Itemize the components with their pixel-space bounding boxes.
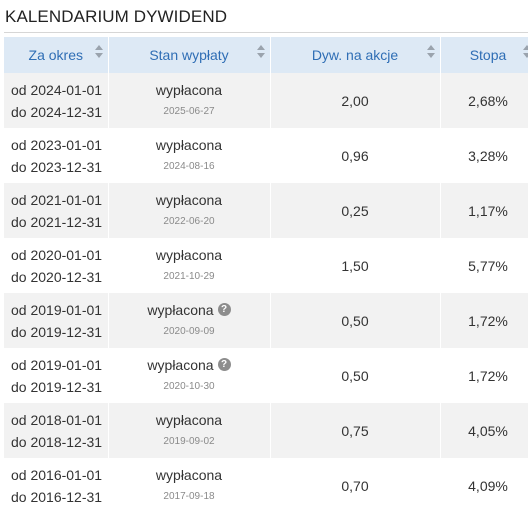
column-header-yield[interactable]: Stopa: [440, 37, 528, 73]
payout-status: wypłacona: [156, 412, 222, 428]
period-from: od 2019-01-01: [11, 299, 108, 321]
title-divider: [4, 32, 528, 33]
yield-cell: 3,28%: [440, 128, 528, 183]
status-cell: wypłacona 2025-06-27: [108, 73, 270, 128]
period-from: od 2020-01-01: [11, 244, 108, 266]
period-from: od 2019-01-01: [11, 354, 108, 376]
column-header-period[interactable]: Za okres: [4, 37, 108, 73]
yield-cell: 1,17%: [440, 183, 528, 238]
dividend-per-share-cell: 0,25: [270, 183, 440, 238]
widget-title: KALENDARIUM DYWIDEND: [5, 7, 227, 27]
payout-date: 2025-06-27: [109, 104, 270, 120]
column-header-label: Stan wypłaty: [149, 47, 228, 63]
status-cell: wypłacona 2024-08-16: [108, 128, 270, 183]
status-cell: wypłacona 2019-09-02: [108, 403, 270, 458]
period-from: od 2023-01-01: [11, 134, 108, 156]
dividend-per-share-cell: 0,96: [270, 128, 440, 183]
period-to: do 2024-12-31: [11, 101, 108, 123]
question-circle-icon[interactable]: ?: [218, 303, 231, 316]
dividend-per-share-cell: 0,50: [270, 293, 440, 348]
dividend-per-share-cell: 1,50: [270, 238, 440, 293]
payout-date: 2020-10-30: [109, 379, 270, 395]
period-from: od 2016-01-01: [11, 464, 108, 486]
status-cell: wypłacona 2021-10-29: [108, 238, 270, 293]
sort-icon[interactable]: [257, 45, 265, 59]
yield-cell: 2,68%: [440, 73, 528, 128]
yield-cell: 5,77%: [440, 238, 528, 293]
table-header-row: Za okres Stan wypłaty Dyw. na akcje Stop…: [4, 37, 528, 73]
payout-date: 2020-09-09: [109, 324, 270, 340]
yield-cell: 1,72%: [440, 293, 528, 348]
yield-cell: 4,05%: [440, 403, 528, 458]
payout-date: 2017-09-18: [109, 489, 270, 505]
payout-status: wypłacona: [156, 467, 222, 483]
payout-date: 2024-08-16: [109, 159, 270, 175]
sort-icon[interactable]: [427, 45, 435, 59]
column-header-label: Dyw. na akcje: [312, 47, 398, 63]
period-to: do 2019-12-31: [11, 321, 108, 343]
period-to: do 2021-12-31: [11, 211, 108, 233]
sort-icon[interactable]: [95, 45, 103, 59]
status-cell: wypłacona? 2020-09-09: [108, 293, 270, 348]
yield-cell: 4,09%: [440, 458, 528, 513]
status-cell: wypłacona? 2020-10-30: [108, 348, 270, 403]
period-to: do 2018-12-31: [11, 431, 108, 453]
column-header-label: Stopa: [470, 47, 507, 63]
column-header-status[interactable]: Stan wypłaty: [108, 37, 270, 73]
period-to: do 2016-12-31: [11, 486, 108, 508]
status-cell: wypłacona 2017-09-18: [108, 458, 270, 513]
payout-status: wypłacona: [147, 302, 213, 318]
period-from: od 2024-01-01: [11, 79, 108, 101]
period-from: od 2021-01-01: [11, 189, 108, 211]
period-to: do 2019-12-31: [11, 376, 108, 398]
dividend-per-share-cell: 0,70: [270, 458, 440, 513]
yield-cell: 1,72%: [440, 348, 528, 403]
dividend-per-share-cell: 0,50: [270, 348, 440, 403]
payout-date: 2019-09-02: [109, 434, 270, 450]
payout-status: wypłacona: [156, 82, 222, 98]
payout-date: 2022-06-20: [109, 214, 270, 230]
payout-status: wypłacona: [156, 137, 222, 153]
dividend-per-share-cell: 0,75: [270, 403, 440, 458]
column-header-label: Za okres: [29, 47, 83, 63]
payout-status: wypłacona: [156, 247, 222, 263]
column-header-dividend[interactable]: Dyw. na akcje: [270, 37, 440, 73]
dividend-table: Za okres Stan wypłaty Dyw. na akcje Stop…: [4, 37, 528, 513]
payout-date: 2021-10-29: [109, 269, 270, 285]
period-to: do 2020-12-31: [11, 266, 108, 288]
period-from: od 2018-01-01: [11, 409, 108, 431]
question-circle-icon[interactable]: ?: [218, 358, 231, 371]
status-cell: wypłacona 2022-06-20: [108, 183, 270, 238]
dividend-per-share-cell: 2,00: [270, 73, 440, 128]
sort-icon[interactable]: [523, 45, 528, 59]
period-to: do 2023-12-31: [11, 156, 108, 178]
payout-status: wypłacona: [147, 357, 213, 373]
payout-status: wypłacona: [156, 192, 222, 208]
